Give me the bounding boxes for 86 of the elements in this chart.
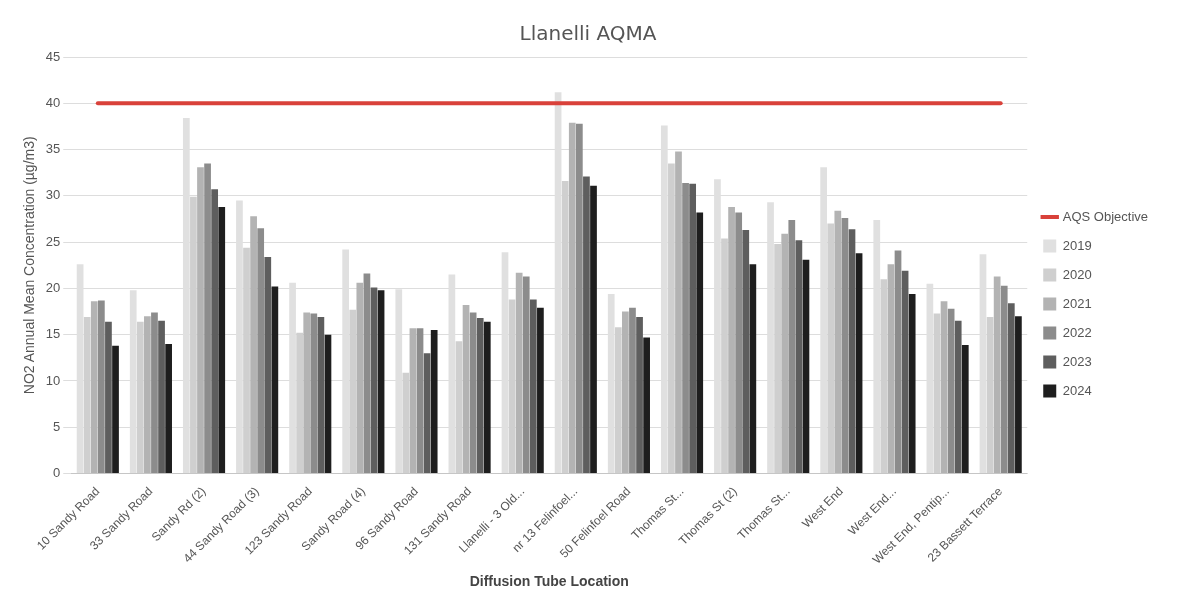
bar [356, 282, 364, 474]
bar [735, 212, 743, 474]
bar [561, 181, 569, 474]
bar [961, 344, 969, 474]
bar [614, 327, 622, 474]
y-tick-label: 30 [45, 187, 61, 203]
y-tick-label: 40 [45, 94, 61, 110]
bar [880, 279, 888, 474]
bar [310, 313, 318, 474]
x-axis-title: Diffusion Tube Location [469, 573, 629, 590]
bar [622, 311, 629, 474]
bar [303, 312, 311, 474]
bar [243, 247, 250, 474]
y-tick-label: 45 [45, 48, 61, 64]
legend-label: 2024 [1062, 382, 1092, 398]
bar [271, 286, 279, 474]
bar [728, 206, 735, 474]
bar [151, 312, 158, 474]
bar [827, 223, 835, 474]
bar [402, 372, 410, 474]
legend-label: 2020 [1062, 266, 1092, 282]
bar [575, 123, 583, 474]
legend-label: 2022 [1062, 324, 1092, 340]
bar [515, 272, 523, 474]
bar [296, 332, 303, 474]
y-axis-title: NO2 Annual Mean Concentration (µg/m3) [21, 136, 38, 395]
bar [788, 219, 796, 474]
bar [211, 189, 219, 474]
bar [165, 343, 172, 474]
bar [675, 151, 682, 474]
bar [689, 183, 697, 474]
bar [682, 182, 689, 474]
y-tick-label: 20 [45, 279, 61, 295]
y-tick-label: 0 [53, 465, 61, 481]
bar [476, 318, 484, 474]
bar [781, 233, 789, 474]
bar [190, 196, 197, 474]
bar [97, 300, 105, 474]
bar [908, 293, 916, 474]
bar [264, 256, 272, 474]
y-tick-label: 35 [45, 141, 61, 157]
bar [105, 321, 112, 474]
y-tick-label: 5 [53, 418, 61, 434]
chart-title: Llanelli AQMA [519, 21, 657, 46]
legend-label: 2019 [1062, 237, 1092, 253]
bar [250, 216, 257, 474]
bar [742, 230, 750, 474]
y-tick-label: 10 [45, 372, 61, 388]
bar [1007, 303, 1015, 474]
bar [954, 320, 962, 474]
legend-label: 2021 [1062, 295, 1092, 311]
bar [668, 163, 675, 474]
bar [90, 301, 98, 474]
bar [696, 212, 704, 474]
bar [144, 316, 151, 474]
bar [83, 317, 91, 474]
bar [483, 321, 491, 474]
bar [136, 321, 144, 474]
bar [158, 320, 165, 474]
bar [636, 317, 643, 474]
bar [204, 163, 211, 474]
bar [1000, 285, 1008, 474]
bar [522, 276, 530, 474]
bar [774, 243, 781, 474]
bar [583, 176, 590, 474]
legend-label: 2023 [1062, 353, 1092, 369]
bar [590, 185, 597, 474]
bar [529, 299, 537, 474]
bar [629, 307, 636, 474]
bar [834, 210, 842, 474]
bar [643, 337, 650, 474]
bar [1015, 316, 1022, 474]
bar [721, 238, 728, 474]
bar [112, 345, 119, 474]
bar [257, 228, 265, 474]
legend-label: AQS Objective [1062, 208, 1149, 224]
bar [749, 264, 757, 474]
bar [568, 122, 576, 474]
bar [430, 330, 438, 474]
bar [993, 276, 1001, 474]
bar [197, 167, 204, 474]
y-tick-label: 15 [45, 326, 61, 342]
bar [218, 206, 226, 474]
y-tick-label: 25 [45, 233, 61, 249]
bar [349, 309, 357, 474]
bar [537, 307, 544, 474]
